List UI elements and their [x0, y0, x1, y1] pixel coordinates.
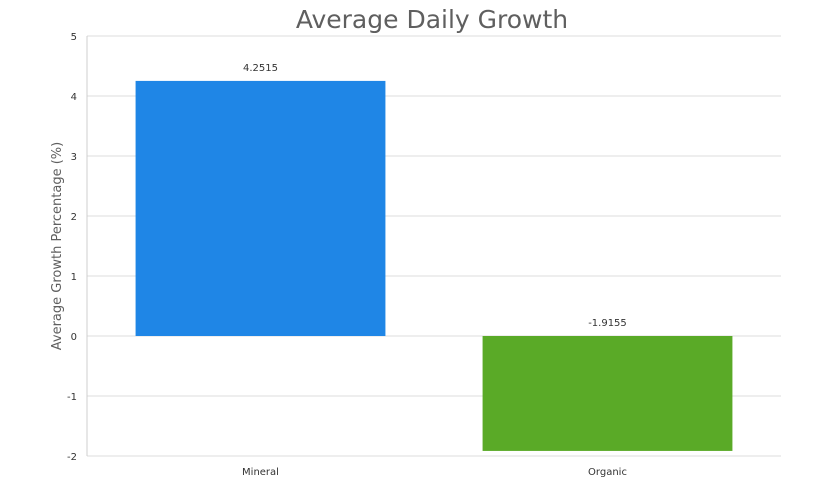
y-tick-label: 3: [71, 152, 77, 163]
y-tick-label: 2: [71, 212, 77, 223]
data-label: -1.9155: [588, 318, 627, 329]
data-label: 4.2515: [243, 63, 278, 74]
data-labels: 4.2515 -1.9155: [243, 63, 627, 329]
y-tick-label: 1: [71, 272, 77, 283]
bar-organic: [482, 336, 733, 451]
x-tick-label: Organic: [588, 467, 627, 478]
chart-title: Average Daily Growth: [296, 5, 568, 34]
bar-mineral: [135, 80, 386, 336]
y-tick-label: 5: [71, 32, 77, 43]
x-tick-label: Mineral: [242, 467, 279, 478]
y-tick-label: 0: [71, 332, 77, 343]
y-axis-ticks: 5 4 3 2 1 0 -1 -2: [67, 32, 77, 463]
y-axis-label: Average Growth Percentage (%): [50, 142, 65, 350]
x-axis-ticks: Mineral Organic: [242, 467, 627, 478]
y-tick-label: -2: [67, 452, 77, 463]
bars: [135, 80, 733, 451]
y-tick-label: 4: [71, 92, 77, 103]
y-tick-label: -1: [67, 392, 77, 403]
